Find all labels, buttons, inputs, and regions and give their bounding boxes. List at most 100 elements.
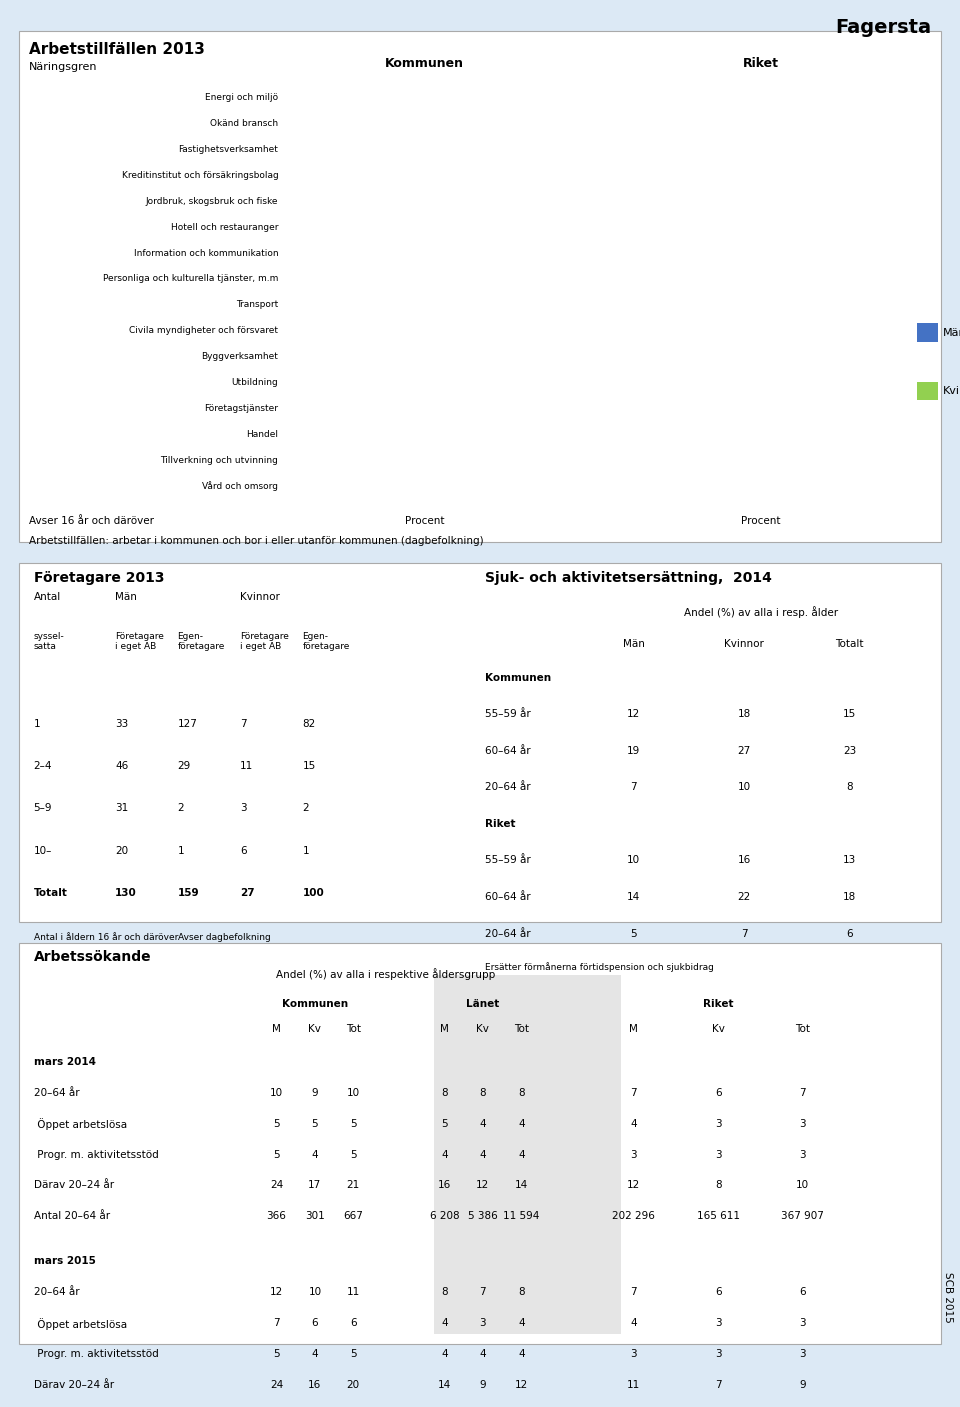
Text: Progr. m. aktivitetsstöd: Progr. m. aktivitetsstöd: [34, 1349, 158, 1359]
Bar: [283, 454, 323, 464]
Text: 4: 4: [480, 1150, 486, 1159]
Text: 11: 11: [627, 1380, 640, 1390]
Bar: [619, 470, 636, 480]
Text: 8: 8: [518, 1088, 524, 1097]
Text: 15: 15: [843, 709, 856, 719]
Text: 4: 4: [518, 1349, 524, 1359]
Text: 4: 4: [518, 1318, 524, 1328]
Text: 4: 4: [631, 1119, 636, 1128]
Bar: [283, 419, 311, 429]
Text: 9: 9: [800, 1380, 805, 1390]
Text: M: M: [440, 1024, 449, 1034]
Text: SCB 2015: SCB 2015: [944, 1272, 953, 1323]
Text: 11: 11: [347, 1287, 360, 1297]
Text: 4: 4: [442, 1318, 447, 1328]
Text: Kvinnor: Kvinnor: [240, 592, 280, 602]
Text: 20–64 år: 20–64 år: [485, 929, 531, 938]
Bar: [283, 429, 311, 439]
Text: 2: 2: [178, 803, 184, 813]
Text: Egen-
företagare: Egen- företagare: [178, 632, 225, 651]
Text: Energi och miljö: Energi och miljö: [205, 93, 278, 101]
Text: 12: 12: [627, 709, 640, 719]
Text: Information och kommunikation: Information och kommunikation: [133, 249, 278, 257]
Text: 7: 7: [800, 1088, 805, 1097]
Text: Därav 20–24 år: Därav 20–24 år: [34, 1380, 113, 1390]
Text: Kommunen: Kommunen: [485, 673, 551, 682]
Text: 24: 24: [270, 1180, 283, 1190]
Bar: [619, 480, 756, 490]
Text: 4: 4: [518, 1119, 524, 1128]
Text: 6: 6: [847, 929, 852, 938]
Text: 4: 4: [480, 1119, 486, 1128]
Bar: [619, 229, 636, 239]
Text: Arbetstillfällen 2013: Arbetstillfällen 2013: [29, 42, 204, 58]
Text: 29: 29: [178, 761, 191, 771]
Text: 55–59 år: 55–59 år: [485, 855, 531, 865]
Text: 20: 20: [347, 1380, 360, 1390]
Text: Företagare
i eget AB: Företagare i eget AB: [240, 632, 289, 651]
Text: 12: 12: [515, 1380, 528, 1390]
Text: Andel (%) av alla i resp. ålder: Andel (%) av alla i resp. ålder: [684, 606, 838, 618]
Text: 6: 6: [800, 1287, 805, 1297]
Bar: [283, 170, 286, 180]
Text: 6 208: 6 208: [430, 1211, 459, 1221]
Bar: [283, 255, 289, 265]
Text: 7: 7: [715, 1380, 721, 1390]
Text: 2–4: 2–4: [34, 761, 52, 771]
Bar: [283, 404, 306, 414]
Text: 10: 10: [270, 1088, 283, 1097]
Bar: [619, 454, 636, 464]
Text: Arbetstillfällen: arbetar i kommunen och bor i eller utanför kommunen (dagbefolk: Arbetstillfällen: arbetar i kommunen och…: [29, 536, 484, 546]
Bar: [283, 445, 492, 454]
Text: 3: 3: [715, 1349, 721, 1359]
Bar: [283, 380, 328, 388]
Text: 5–9: 5–9: [34, 803, 52, 813]
Text: Byggverksamhet: Byggverksamhet: [202, 352, 278, 362]
Bar: [619, 370, 642, 380]
Text: 20–64 år: 20–64 år: [485, 782, 531, 792]
Bar: [283, 219, 295, 229]
Text: 3: 3: [631, 1150, 636, 1159]
Bar: [619, 419, 664, 429]
Text: Hotell och restauranger: Hotell och restauranger: [171, 222, 278, 232]
Text: Män: Män: [623, 639, 644, 649]
Bar: [619, 345, 676, 355]
Bar: [619, 170, 636, 180]
Bar: [619, 404, 653, 414]
Bar: [283, 245, 289, 255]
Text: 367 907: 367 907: [781, 1211, 824, 1221]
Text: 4: 4: [442, 1150, 447, 1159]
Text: 4: 4: [442, 1349, 447, 1359]
Text: Kv: Kv: [308, 1024, 322, 1034]
Text: 7: 7: [631, 1088, 636, 1097]
Bar: [283, 480, 408, 490]
Text: 8: 8: [442, 1088, 447, 1097]
Text: 9: 9: [312, 1088, 318, 1097]
Text: 6: 6: [350, 1318, 356, 1328]
Text: 6: 6: [312, 1318, 318, 1328]
Text: 127: 127: [178, 719, 198, 729]
Text: 6: 6: [715, 1088, 721, 1097]
Bar: [283, 470, 295, 480]
Text: Jordbruk, skogsbruk och fiske: Jordbruk, skogsbruk och fiske: [146, 197, 278, 205]
Text: Antal: Antal: [34, 592, 60, 602]
Text: 60–64 år: 60–64 år: [485, 892, 531, 902]
Text: Avser 16 år och däröver: Avser 16 år och däröver: [29, 516, 154, 526]
Text: Kreditinstitut och försäkringsbolag: Kreditinstitut och försäkringsbolag: [122, 170, 278, 180]
Text: 10: 10: [347, 1088, 360, 1097]
Bar: [619, 280, 647, 288]
Text: Öppet arbetslösa: Öppet arbetslösa: [34, 1119, 127, 1130]
Text: 1: 1: [34, 719, 40, 729]
Text: Sjuk- och aktivitetsersättning,  2014: Sjuk- och aktivitetsersättning, 2014: [485, 571, 772, 585]
Text: 24: 24: [270, 1380, 283, 1390]
Text: 3: 3: [715, 1119, 721, 1128]
Text: Öppet arbetslösa: Öppet arbetslösa: [34, 1318, 127, 1330]
Text: 8: 8: [442, 1287, 447, 1297]
Text: Transport: Transport: [236, 301, 278, 310]
Bar: [283, 155, 286, 165]
Bar: [283, 145, 286, 155]
Text: 1: 1: [178, 846, 184, 855]
Text: mars 2014: mars 2014: [34, 1057, 96, 1067]
Text: Tot: Tot: [795, 1024, 810, 1034]
Text: 10: 10: [627, 855, 640, 865]
